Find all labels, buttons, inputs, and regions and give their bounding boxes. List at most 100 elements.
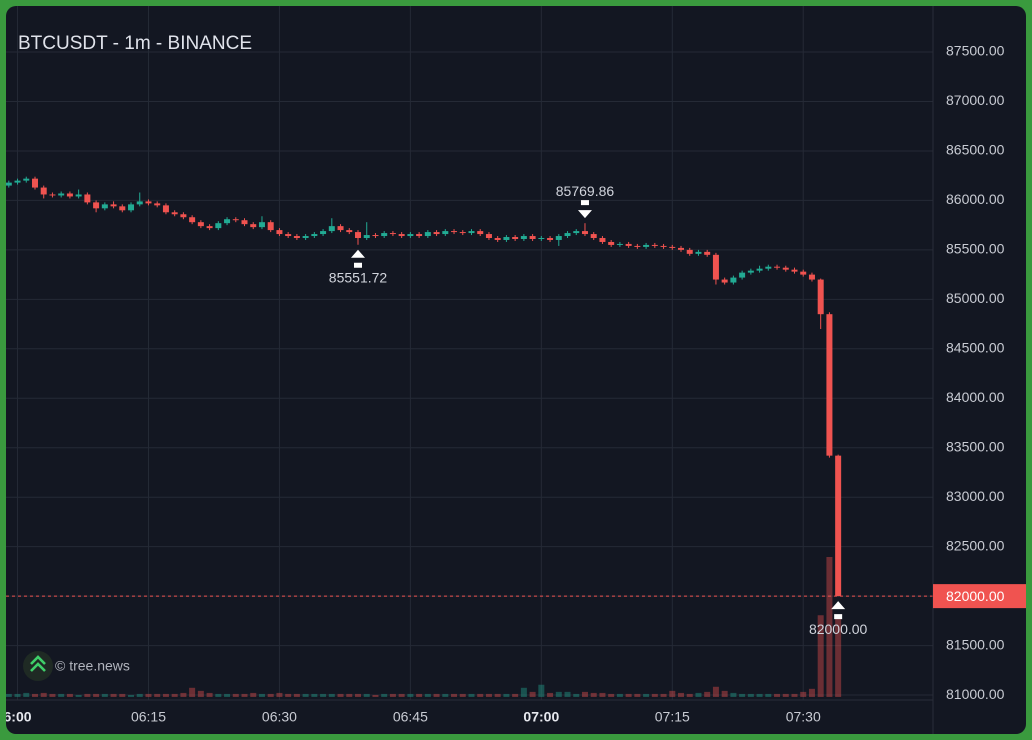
candle-body — [616, 243, 623, 245]
volume-bar — [520, 687, 527, 697]
volume-bar — [119, 693, 126, 697]
annotations: 85551.72 85769.86 82000.00 — [6, 183, 933, 637]
volume-bar — [739, 693, 746, 697]
volume-bar — [6, 693, 12, 697]
candle-body — [215, 223, 222, 229]
candle-body — [40, 187, 47, 195]
volume-bar — [250, 692, 257, 697]
candle-body — [756, 268, 763, 271]
candle-body — [66, 193, 73, 197]
candle-body — [791, 269, 798, 272]
y-tick-label: 86500.00 — [946, 142, 1005, 158]
volume-bar — [625, 693, 632, 697]
candle-body — [276, 230, 283, 235]
candle-body — [835, 455, 842, 597]
volume-bar — [704, 691, 711, 697]
candle-body — [93, 202, 100, 209]
volume-bar — [162, 693, 169, 697]
candle-body — [31, 178, 38, 188]
candle-body — [765, 266, 772, 269]
candle-body — [433, 232, 440, 235]
y-tick-label: 82500.00 — [946, 537, 1005, 553]
candle-body — [311, 234, 318, 237]
candle-body — [494, 238, 501, 240]
candle-body — [599, 238, 606, 242]
volume-bar — [58, 693, 65, 697]
candle-body — [119, 206, 126, 211]
volume-bar — [346, 693, 353, 697]
candle-body — [512, 237, 519, 239]
volume-bar — [756, 693, 763, 697]
volume-bar — [267, 693, 274, 697]
volume-bar — [407, 693, 414, 697]
candle-body — [128, 204, 135, 211]
x-axis: 6:00 06:15 06:30 06:45 07:00 07:15 07:30 — [6, 709, 821, 725]
candle-body — [529, 236, 536, 239]
candle-body — [154, 203, 161, 206]
volume-bar — [285, 693, 292, 697]
arrow — [577, 200, 592, 219]
volume-bar — [581, 691, 588, 697]
candle-body — [686, 249, 693, 254]
candle-body — [197, 222, 204, 227]
volume-bar — [276, 692, 283, 697]
volume-bar — [197, 690, 204, 697]
volume-bar — [503, 693, 510, 697]
volume-bar — [101, 693, 108, 697]
volume-bar — [224, 693, 231, 697]
candle-body — [110, 204, 117, 207]
candle-body — [206, 226, 213, 229]
volume-bar — [328, 693, 335, 697]
candle-body — [250, 224, 257, 228]
candle-body — [721, 279, 728, 283]
volume-bar — [608, 693, 615, 697]
candle-body — [590, 234, 597, 239]
candle-body — [232, 219, 239, 221]
candle-body — [564, 233, 571, 237]
volume-bar — [31, 693, 38, 697]
volume-bar — [189, 687, 196, 697]
volume-bar — [686, 693, 693, 697]
candle-body — [581, 231, 588, 235]
volume-bar — [302, 693, 309, 697]
x-tick-label: 06:15 — [131, 709, 166, 725]
candle-body — [625, 243, 632, 246]
volume-bar — [590, 692, 597, 697]
x-tick-label: 07:30 — [786, 709, 821, 725]
candle-body — [389, 233, 396, 235]
volume-bar — [320, 693, 327, 697]
volume-bar — [538, 684, 545, 697]
candle-body — [555, 236, 562, 240]
candle-body — [695, 251, 702, 254]
candle-body — [381, 233, 388, 237]
volume-bar — [512, 693, 519, 697]
annotation-label: 85769.86 — [556, 183, 615, 199]
candle-body — [162, 205, 169, 213]
arrow — [831, 601, 846, 620]
candle-body — [520, 236, 527, 239]
volume-bar — [381, 693, 388, 697]
candle-body — [634, 245, 641, 247]
volume-bar — [765, 693, 772, 697]
volume-bar — [782, 693, 789, 697]
candle-body — [372, 235, 379, 237]
annotation-label: 82000.00 — [809, 621, 868, 637]
volume-bar — [494, 693, 501, 697]
candle-body — [826, 314, 833, 456]
volume-bar — [66, 693, 73, 697]
candle-body — [739, 272, 746, 278]
x-tick-label: 06:45 — [393, 709, 428, 725]
candle-body — [84, 194, 91, 203]
volume-bar — [774, 693, 781, 697]
volume-bar — [136, 693, 143, 697]
candle-body — [678, 247, 685, 250]
volume-bar — [835, 615, 842, 697]
volume-bar — [791, 693, 798, 697]
candle-body — [730, 277, 737, 283]
volume-bar — [145, 693, 152, 697]
volume-bar — [634, 693, 641, 697]
candle-body — [145, 201, 152, 204]
y-tick-label: 83500.00 — [946, 438, 1005, 454]
annotation-label: 85551.72 — [329, 269, 388, 285]
candle-body — [14, 180, 21, 183]
